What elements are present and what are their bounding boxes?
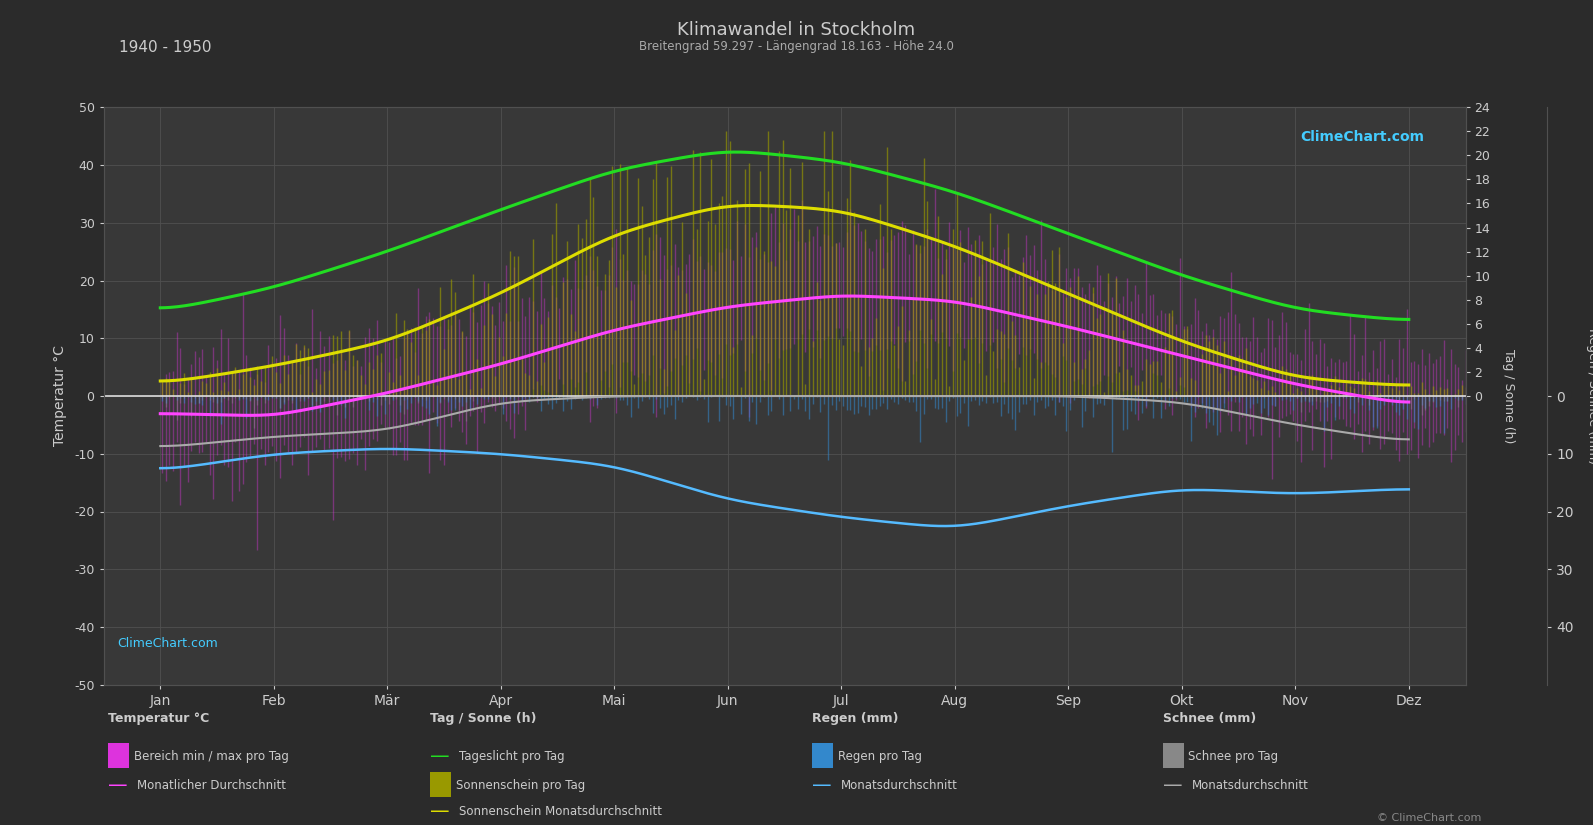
Text: Tageslicht pro Tag: Tageslicht pro Tag — [459, 750, 564, 763]
Text: Monatsdurchschnitt: Monatsdurchschnitt — [1192, 779, 1308, 792]
Text: Schnee (mm): Schnee (mm) — [1163, 712, 1257, 725]
Text: Breitengrad 59.297 - Längengrad 18.163 - Höhe 24.0: Breitengrad 59.297 - Längengrad 18.163 -… — [639, 40, 954, 53]
Text: —: — — [1163, 776, 1182, 795]
Text: Regen pro Tag: Regen pro Tag — [838, 750, 922, 763]
Text: Regen (mm): Regen (mm) — [812, 712, 898, 725]
Y-axis label: Regen / Schnee (mm): Regen / Schnee (mm) — [1587, 328, 1593, 464]
Text: Klimawandel in Stockholm: Klimawandel in Stockholm — [677, 21, 916, 39]
Text: 1940 - 1950: 1940 - 1950 — [119, 40, 212, 54]
Text: Temperatur °C: Temperatur °C — [108, 712, 210, 725]
Text: Monatsdurchschnitt: Monatsdurchschnitt — [841, 779, 957, 792]
Text: Sonnenschein Monatsdurchschnitt: Sonnenschein Monatsdurchschnitt — [459, 805, 661, 818]
Y-axis label: Temperatur °C: Temperatur °C — [53, 346, 67, 446]
Text: © ClimeChart.com: © ClimeChart.com — [1376, 813, 1481, 823]
Text: Schnee pro Tag: Schnee pro Tag — [1188, 750, 1279, 763]
Text: —: — — [108, 776, 127, 795]
Text: Tag / Sonne (h): Tag / Sonne (h) — [430, 712, 537, 725]
Text: ClimeChart.com: ClimeChart.com — [118, 637, 218, 650]
Text: —: — — [430, 802, 449, 822]
Text: Sonnenschein pro Tag: Sonnenschein pro Tag — [456, 779, 585, 792]
Text: —: — — [812, 776, 832, 795]
Text: Monatlicher Durchschnitt: Monatlicher Durchschnitt — [137, 779, 287, 792]
Text: Bereich min / max pro Tag: Bereich min / max pro Tag — [134, 750, 288, 763]
Text: ClimeChart.com: ClimeChart.com — [1301, 130, 1424, 144]
Y-axis label: Tag / Sonne (h): Tag / Sonne (h) — [1502, 349, 1515, 443]
Text: —: — — [430, 747, 449, 766]
